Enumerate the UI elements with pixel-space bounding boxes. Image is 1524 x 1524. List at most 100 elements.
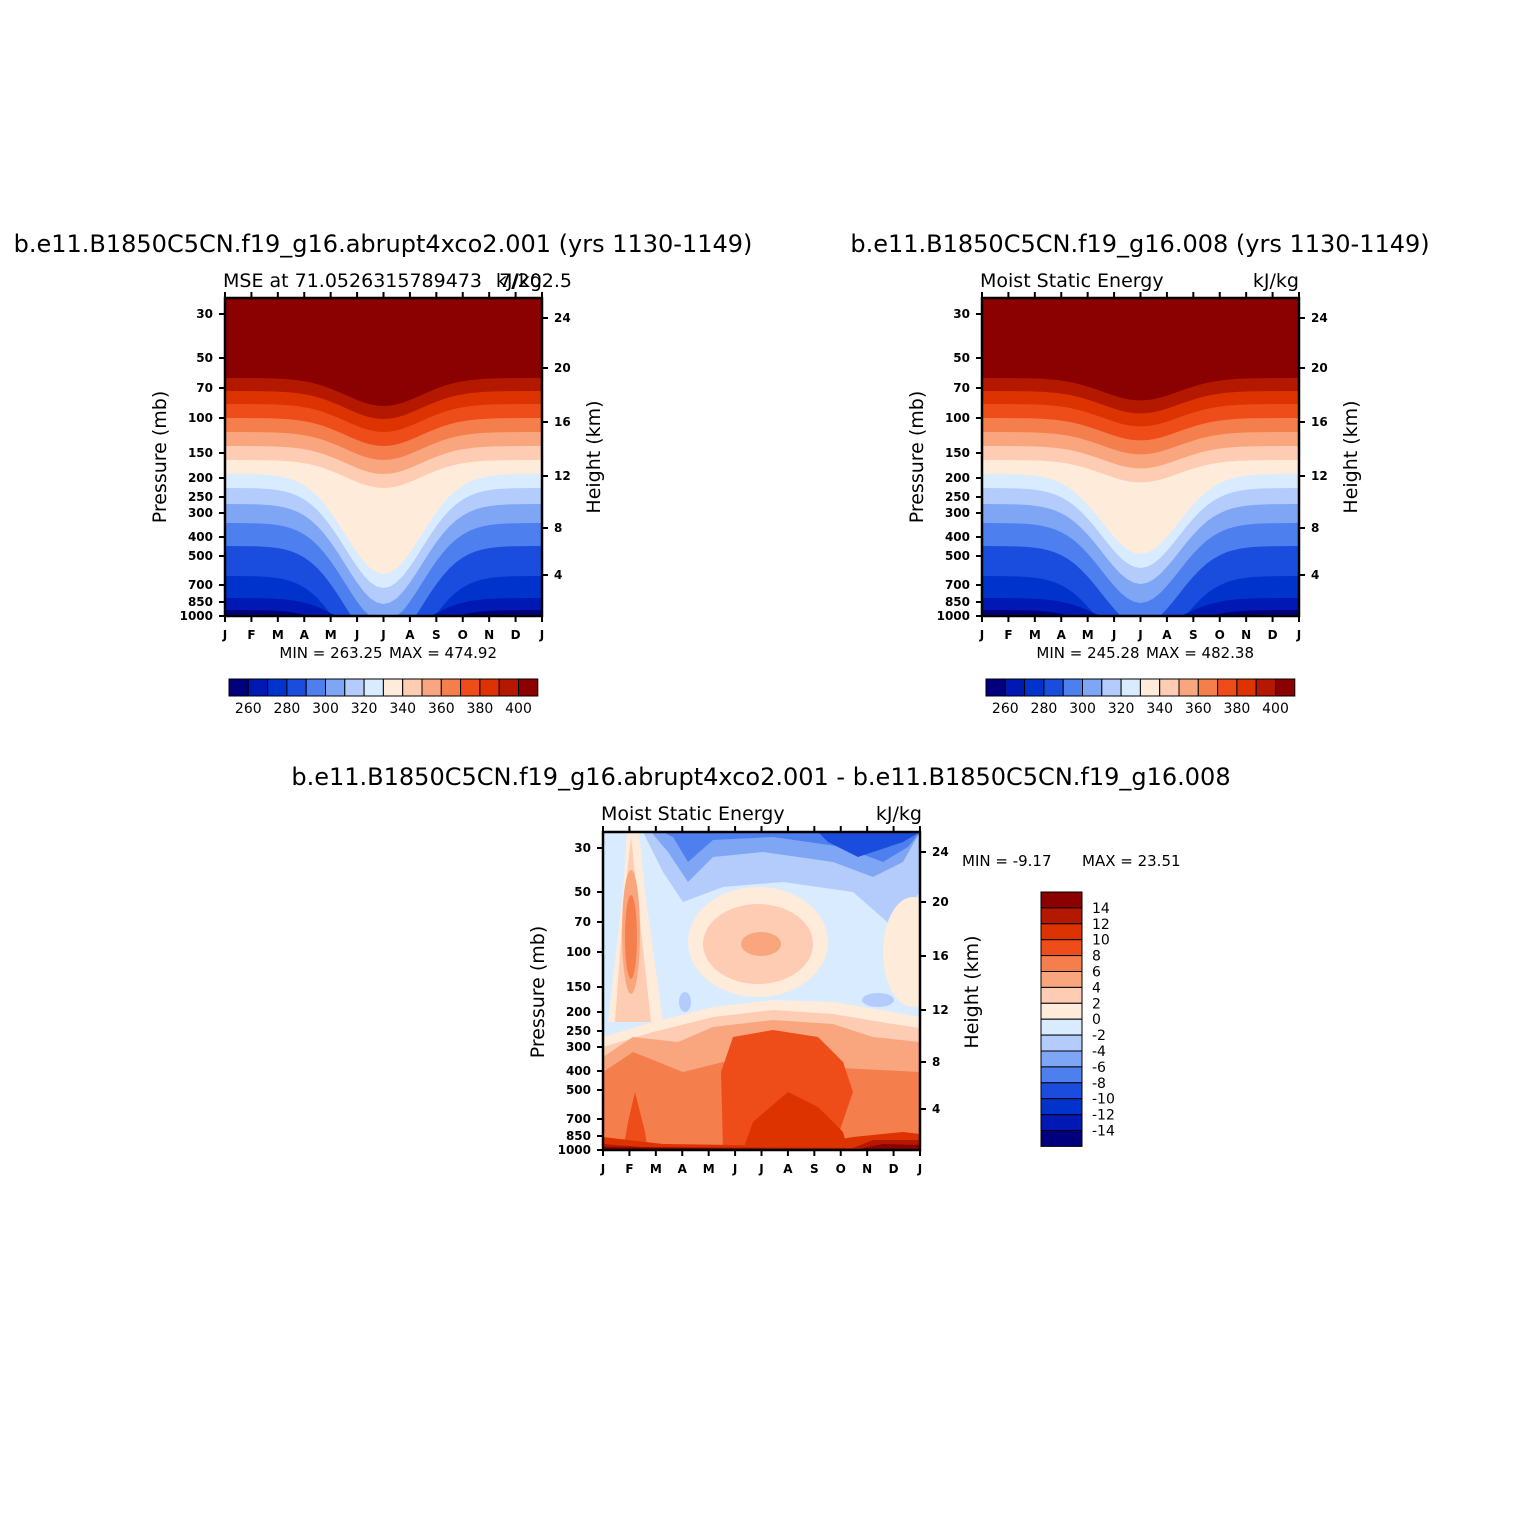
contour-band [225,598,542,616]
panel2-max: MAX = 482.38 [1146,644,1254,662]
colorbar-label: 2 [1092,996,1101,1012]
colorbar-label: 300 [1069,701,1096,717]
colorbar-swatch [267,678,288,697]
colorbar-swatch [1236,678,1257,697]
colorbar-swatch [1040,1082,1083,1100]
month-tick-label: J [600,1162,605,1176]
colorbar-swatch [498,678,520,697]
pressure-tick-label: 30 [574,841,591,855]
height-tick-label: 24 [554,311,571,325]
contour-band-negative [862,993,894,1007]
colorbar-swatch [1197,678,1219,697]
colorbar-label: 12 [1092,917,1110,933]
panel2-units-label: kJ/kg [1253,270,1299,292]
colorbar-swatch [460,678,481,697]
panel1-variable-label: MSE at 71.0526315789473 [223,270,482,292]
colorbar-swatch [1040,1050,1083,1068]
panel3-contour-field [603,832,920,1150]
contour-band-positive [743,1092,848,1150]
colorbar-swatch [382,678,404,697]
month-tick-label: N [862,1162,872,1176]
pressure-tick-label: 50 [196,351,213,365]
month-tick-label: J [222,628,227,642]
pressure-tick-label: 1000 [937,609,970,623]
pressure-tick-label: 700 [566,1112,591,1126]
panel-difference: b.e11.B1850C5CN.f19_g16.abrupt4xco2.001 … [291,763,1230,1176]
pressure-tick-label: 200 [945,471,970,485]
colorbar-label: 300 [312,701,339,717]
panel2-colorbar: 260 280 300 320 340 360 380 400 [985,678,1296,717]
panel2-min: MIN = 245.28 [1036,644,1139,662]
pressure-tick-label: 1000 [558,1143,591,1157]
colorbar-swatch [247,678,269,697]
colorbar-swatch [1040,971,1083,988]
pressure-tick-label: 50 [953,351,970,365]
pressure-tick-label: 70 [196,381,213,395]
colorbar-label: -12 [1092,1108,1115,1124]
colorbar-label: 6 [1092,965,1101,981]
panel3-pressure-axis-label: Pressure (mb) [527,926,549,1059]
panel2-axes: J F M A M J J A S O N D J 30 50 70 100 150 200 250 300 400 500… [937,292,1328,642]
month-tick-label: M [1082,628,1094,642]
colorbar-label: 260 [992,701,1019,717]
month-tick-label: M [650,1162,662,1176]
colorbar-label: 340 [1146,701,1173,717]
month-tick-label: S [810,1162,819,1176]
colorbar-label: 340 [389,701,416,717]
colorbar-label: -8 [1092,1076,1106,1092]
pressure-tick-label: 100 [188,411,213,425]
month-tick-label: J [1296,628,1301,642]
contour-band-positive [883,897,920,1007]
month-tick-label: M [703,1162,715,1176]
panel3-height-axis-label: Height (km) [961,935,983,1048]
colorbar-swatch [1101,678,1122,697]
panel2-pressure-axis-label: Pressure (mb) [906,391,928,524]
pressure-tick-label: 250 [566,1024,591,1038]
pressure-tick-label: 500 [566,1083,591,1097]
colorbar-swatch [325,678,346,697]
panel1-axes: J F M A M J J A S O N D J 30 50 70 100 150 200 250 300 400 500… [180,292,571,642]
pressure-tick-label: 150 [566,980,591,994]
panel1-pressure-axis-label: Pressure (mb) [149,391,171,524]
pressure-tick-label: 850 [566,1129,591,1143]
height-tick-label: 8 [932,1055,940,1069]
pressure-tick-label: 700 [188,578,213,592]
contour-band-positive [603,1140,920,1150]
pressure-tick-label: 500 [945,549,970,563]
panel1-height-axis-label: Height (km) [583,400,605,513]
month-tick-label: D [889,1162,899,1176]
pressure-tick-label: 400 [566,1064,591,1078]
month-tick-label: S [432,628,441,642]
panel3-units-label: kJ/kg [876,803,922,825]
colorbar-label: -14 [1092,1124,1115,1140]
height-tick-label: 16 [1311,415,1328,429]
height-tick-label: 4 [554,568,562,582]
month-tick-label: O [1215,628,1225,642]
month-tick-label: A [1162,628,1172,642]
colorbar-swatch [1040,986,1083,1004]
colorbar-swatch [1043,678,1064,697]
height-tick-label: 16 [554,415,571,429]
panel2-title: b.e11.B1850C5CN.f19_g16.008 (yrs 1130-11… [850,230,1429,258]
height-tick-label: 12 [932,1003,949,1017]
height-tick-label: 24 [932,845,949,859]
pressure-tick-label: 70 [574,915,591,929]
pressure-tick-label: 30 [196,307,213,321]
month-tick-label: N [484,628,494,642]
colorbar-label: -4 [1092,1044,1106,1060]
pressure-tick-label: 850 [188,595,213,609]
colorbar-swatch [1040,1034,1083,1052]
contour-band-positive [603,1132,920,1150]
height-tick-label: 24 [1311,311,1328,325]
contour-band-positive [625,895,637,979]
month-tick-label: A [783,1162,793,1176]
pressure-tick-label: 200 [566,1005,591,1019]
panel1-overlap-label: 7/202.5 [499,270,572,292]
height-tick-label: 20 [1311,361,1328,375]
month-tick-label: O [836,1162,846,1176]
pressure-tick-label: 200 [188,471,213,485]
colorbar-label: 0 [1092,1012,1101,1028]
pressure-tick-label: 30 [953,307,970,321]
colorbar-label: -6 [1092,1060,1106,1076]
